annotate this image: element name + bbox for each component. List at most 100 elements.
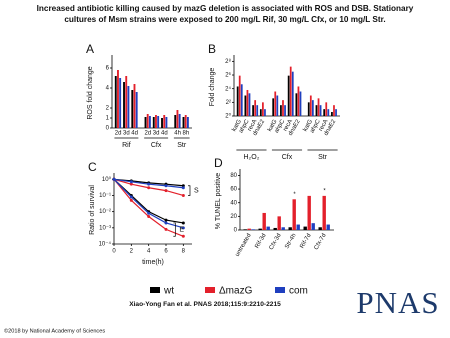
bar <box>311 223 315 230</box>
x-tick-label: recA <box>283 119 294 133</box>
bar <box>247 228 251 230</box>
y-tick-label: 10⁻² <box>99 209 111 215</box>
bar <box>322 195 326 230</box>
panel-label: B <box>208 42 216 56</box>
point <box>164 227 168 231</box>
y-tick-label: 2² <box>226 100 231 106</box>
bar <box>318 227 322 230</box>
y-tick-label: 10⁰ <box>102 176 112 183</box>
bar <box>131 90 134 128</box>
bar <box>114 76 117 128</box>
y-tick-label: 6 <box>106 66 110 72</box>
bar <box>254 100 257 116</box>
panel-label: A <box>86 42 94 56</box>
bar <box>326 224 330 230</box>
bar <box>331 112 333 116</box>
group-label: Str <box>177 142 187 149</box>
x-axis-label: time(h) <box>142 259 164 266</box>
group-label: H₂O₂ <box>243 154 259 161</box>
bar <box>163 115 166 128</box>
bar <box>288 227 292 230</box>
bar <box>289 66 292 116</box>
bar <box>133 84 136 128</box>
bar <box>184 115 187 128</box>
bar <box>317 98 320 116</box>
bar <box>176 110 179 128</box>
bar <box>144 117 147 128</box>
y-tick-label: 20 <box>230 214 237 220</box>
bar <box>152 117 155 128</box>
y-tick-label: 60 <box>230 187 237 193</box>
group-label: Rif <box>122 142 131 149</box>
x-tick-label: 2d <box>145 131 152 137</box>
point <box>147 211 151 215</box>
bar <box>161 118 163 128</box>
bar <box>335 109 337 116</box>
bar <box>178 114 181 128</box>
bar <box>333 105 335 116</box>
group-label: Cfx <box>282 154 293 161</box>
x-tick-label: katG <box>303 119 315 133</box>
legend-swatch <box>150 287 160 293</box>
point <box>147 215 151 219</box>
bar <box>258 228 262 230</box>
bar <box>291 71 294 116</box>
bar <box>182 117 185 128</box>
citation: Xiao-Yong Fan et al. PNAS 2018;115:9:221… <box>129 301 281 308</box>
bracket <box>173 222 176 237</box>
bar <box>240 84 243 116</box>
bar <box>123 82 125 128</box>
y-tick-label: 2⁰ <box>225 113 231 120</box>
title-line: cultures of Msm strains were exposed to … <box>64 15 385 24</box>
annotation: E <box>179 226 184 233</box>
y-tick-label: 10⁻¹ <box>99 193 111 199</box>
point <box>129 198 133 202</box>
annotation: S <box>194 187 199 194</box>
y-tick-label: 0 <box>234 228 238 234</box>
bracket <box>188 185 191 196</box>
bar <box>244 95 247 116</box>
bar <box>165 117 168 128</box>
bar <box>238 75 241 116</box>
bar <box>323 109 326 116</box>
y-tick-label: 80 <box>230 173 237 179</box>
y-axis-label: % TUNEL positive <box>215 173 222 230</box>
bar <box>284 105 286 116</box>
point <box>181 193 185 197</box>
bar <box>262 212 266 230</box>
bar <box>127 86 130 128</box>
bar <box>297 86 300 116</box>
y-tick-label: 10⁻³ <box>99 225 111 231</box>
bar <box>262 102 264 116</box>
x-tick-label: 6 <box>164 249 168 255</box>
bar <box>117 70 119 128</box>
copyright: ©2018 by National Academy of Sciences <box>4 327 105 334</box>
y-tick-label: 0 <box>106 126 110 132</box>
bar <box>276 95 279 116</box>
bar <box>155 115 157 128</box>
point <box>164 218 168 222</box>
bar <box>307 195 311 230</box>
x-tick-label: recA <box>247 119 258 133</box>
x-tick-label: 2d <box>115 131 122 137</box>
bar <box>315 105 318 116</box>
panel-label: D <box>214 156 223 170</box>
x-tick-label: 8 <box>182 249 186 255</box>
x-tick-label: recA <box>318 119 329 133</box>
bar <box>311 100 314 116</box>
group-label: Str <box>318 154 328 161</box>
x-tick-label: 4d <box>161 131 168 137</box>
bar <box>327 109 330 116</box>
y-tick-label: 2 <box>106 106 110 112</box>
bar <box>309 95 312 116</box>
point <box>181 234 185 238</box>
point <box>181 221 185 225</box>
y-tick-label: 40 <box>230 200 237 206</box>
x-tick-label: Cfx-7d <box>314 233 328 251</box>
x-tick-label: 4h <box>174 131 181 137</box>
x-tick-label: 4d <box>131 131 138 137</box>
bar <box>307 102 310 116</box>
significance: * <box>323 188 326 194</box>
